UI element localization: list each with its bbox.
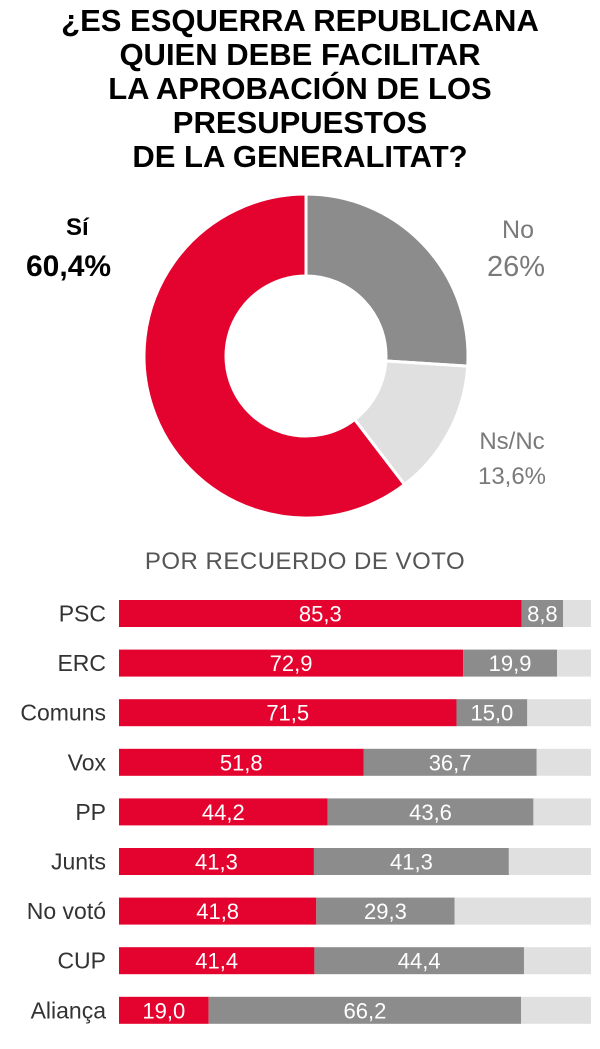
slice-label-no: No [502,216,534,244]
bar-segment-si [119,897,317,925]
bar-segment-si [119,748,364,776]
category-label: Vox [68,749,107,775]
category-label: PSC [59,601,106,627]
slice-label-si: Sí [66,214,89,241]
stacked-bar-chart: PSC 85,3 8,8 ERC 72,9 19,9 Comuns 71,5 15,0 Vox 51… [20,600,591,1024]
category-label: PP [75,799,106,825]
bar-segment-nsnc [527,699,591,727]
bar-segment-no [456,699,528,727]
data-label: 72,9 [270,651,313,676]
bar-segment-nsnc [508,848,591,875]
title-line: PRESUPUESTOS [172,105,428,140]
category-label: Comuns [20,700,106,726]
bar-segment-si [119,699,457,727]
bar-segment-si [119,600,522,627]
bar-segment-no [363,748,537,776]
category-label: No votó [27,898,106,924]
bar-segment-nsnc [557,649,591,677]
bar-segment-nsnc [523,947,591,975]
bar-segment-no [521,600,564,627]
bar-segment-no [327,798,534,826]
data-label: 41,3 [195,850,238,875]
title-line: LA APROBACIÓN DE LOS [108,71,492,106]
data-label: 43,6 [409,800,452,825]
bar-segment-nsnc [521,996,591,1024]
data-label: 44,2 [202,800,245,825]
bar-segment-si [119,649,464,677]
bar-segment-no [314,947,524,975]
data-label: 19,9 [489,651,532,676]
data-label: 41,4 [195,949,238,974]
bar-segment-nsnc [454,897,591,925]
data-label: 71,5 [266,701,309,726]
title-line: ¿ES ESQUERRA REPUBLICANA [61,3,539,38]
data-label: 85,3 [299,602,342,627]
data-label: 51,8 [220,750,263,775]
slice-si [142,192,407,520]
donut-chart [142,192,470,520]
data-label: 44,4 [398,949,441,974]
data-label: 41,8 [196,899,239,924]
title-line: QUIEN DEBE FACILITAR [119,37,481,72]
bar-segment-si [119,947,315,975]
section-subtitle: POR RECUERDO DE VOTO [144,548,466,575]
category-label: ERC [57,650,106,676]
data-label: 19,0 [142,998,185,1023]
data-label: 66,2 [343,998,386,1023]
bar-segment-no [313,848,509,875]
data-label: 15,0 [470,701,513,726]
bar-segment-si [119,996,209,1024]
bar-segment-no [208,996,522,1024]
bar-segment-si [119,798,328,826]
data-label: 8,8 [527,602,558,627]
chart-title: ¿ES ESQUERRA REPUBLICANA QUIEN DEBE FACI… [0,4,600,174]
title-line: DE LA GENERALITAT? [132,139,468,174]
category-label: CUP [57,948,106,974]
bar-segment-si [119,848,314,875]
bar-segment-no [463,649,558,677]
slice-label-nsnc: Ns/Nc [479,428,545,455]
slice-value-no: 26% [486,251,546,283]
bar-segment-no [316,897,455,925]
slice-value-si: 60,4% [26,250,112,283]
bar-segment-nsnc [563,600,591,627]
data-label: 29,3 [364,899,407,924]
data-label: 41,3 [390,850,433,875]
bar-segment-nsnc [533,798,591,826]
category-label: Junts [51,849,106,875]
slice-no [304,192,470,368]
slice-value-nsnc: 13,6% [477,463,547,490]
category-label: Aliança [31,997,107,1023]
data-label: 36,7 [429,750,472,775]
bar-segment-nsnc [536,748,591,776]
